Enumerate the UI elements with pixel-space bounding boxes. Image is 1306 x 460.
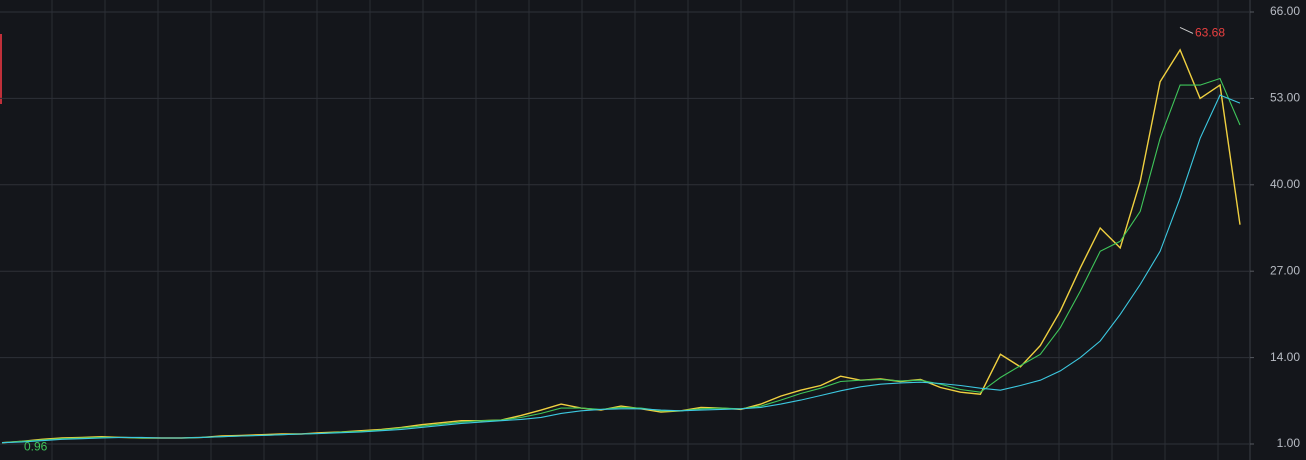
side-marker xyxy=(0,34,2,104)
y-tick-label: 1.00 xyxy=(1277,436,1301,450)
annotation-pointer xyxy=(1179,26,1194,34)
annotation: 63.68 xyxy=(1195,26,1225,40)
annotation: 0.96 xyxy=(24,439,48,453)
y-tick-label: 14.00 xyxy=(1270,350,1300,364)
y-tick-label: 53.00 xyxy=(1270,91,1300,105)
price-line xyxy=(1,94,1241,444)
y-tick-label: 27.00 xyxy=(1270,263,1300,277)
y-tick-label: 66.00 xyxy=(1270,4,1300,18)
y-tick-label: 40.00 xyxy=(1270,177,1300,191)
